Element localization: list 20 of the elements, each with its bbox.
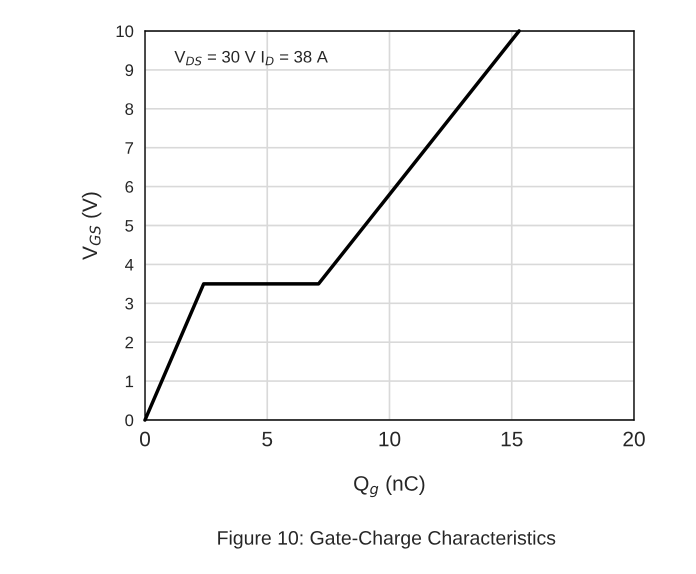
x-tick-label: 0 bbox=[140, 432, 150, 446]
y-tick-label: 3 bbox=[125, 298, 134, 310]
y-tick-label: 7 bbox=[125, 142, 134, 154]
y-tick-label: 6 bbox=[125, 181, 134, 193]
x-tick-label: 10 bbox=[380, 432, 400, 446]
y-tick-label: 5 bbox=[125, 220, 134, 232]
caption: Figure 10: Gate-Charge Characteristics bbox=[218, 530, 556, 549]
y-tick-label: 1 bbox=[126, 376, 134, 388]
y-axis-title: V$_{GS}$ (V) bbox=[82, 192, 102, 260]
y-tick-label: 10 bbox=[116, 25, 134, 38]
y-tick-label: 4 bbox=[125, 258, 134, 270]
x-tick-label: 15 bbox=[502, 432, 522, 446]
y-tick-label: 9 bbox=[125, 64, 134, 76]
y-tick-label: 2 bbox=[125, 336, 134, 348]
x-axis-title: Q$_{g}$ (nC) bbox=[354, 476, 424, 498]
x-tick-label: 20 bbox=[623, 432, 645, 446]
annotation: V$_{DS}$ = 30 V I$_{D}$ = 38 A bbox=[174, 50, 328, 66]
y-tick-label: 8 bbox=[125, 103, 134, 116]
x-tick-label: 5 bbox=[262, 432, 272, 446]
y-tick-label: 0 bbox=[125, 414, 134, 426]
